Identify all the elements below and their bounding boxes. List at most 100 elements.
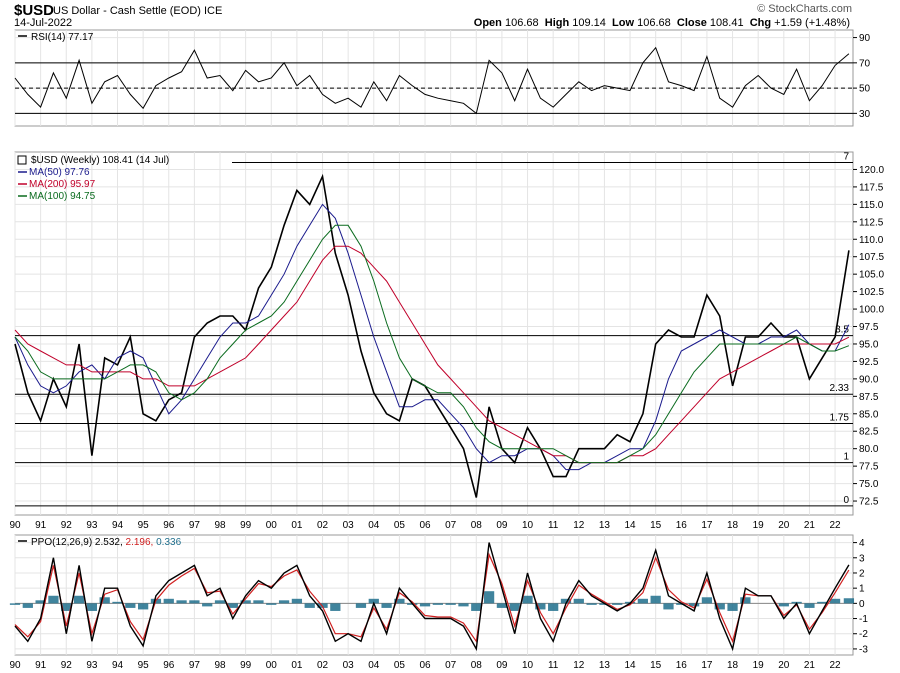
ppo-xtick-label: 94 [112,660,124,671]
price-ytick-label: 110.0 [859,235,884,246]
ppo-ytick-label: -2 [859,629,868,640]
ppo-histogram-bar [202,603,213,607]
symbol-description: US Dollar - Cash Settle (EOD) ICE [53,5,223,17]
rsi-ytick-label: 70 [859,58,871,69]
ppo-histogram-bar [61,603,72,611]
price-series-ma-50--line [14,203,850,471]
rsi-ytick-label: 50 [859,84,871,95]
ppo-histogram-bar [214,600,226,604]
ppo-histogram-bar [125,603,136,608]
close-label: Close [676,17,707,29]
quote-date: 14-Jul-2022 [14,17,73,29]
price-level-label: 3.5 [835,325,849,336]
ppo-histogram-bar [9,603,21,605]
ppo-histogram-bar [701,597,713,604]
ma-legend-ma-50-: MA(50) 97.76 [29,167,90,178]
ppo-xtick-label: 92 [61,660,73,671]
ppo-xtick-label: 21 [804,660,816,671]
ppo-xtick-label: 06 [419,660,431,671]
ppo-histogram-bar [22,603,33,608]
ppo-xtick-label: 99 [240,660,252,671]
rsi-legend: RSI(14) 77.17 [31,32,94,43]
price-ytick-label: 117.5 [859,182,884,193]
ppo-xtick-label: 97 [189,660,201,671]
ppo-ytick-label: -3 [859,644,868,655]
open-label: Open [473,17,502,29]
price-xtick-label: 20 [778,520,790,531]
ppo-ytick-label: 1 [859,584,865,595]
credit-text: © StockCharts.com [757,3,852,15]
price-xtick-label: 95 [138,520,150,531]
ppo-histogram-bar [189,600,200,604]
price-xtick-label: 07 [445,520,457,531]
ppo-histogram-bar [688,603,700,607]
rsi-panel-frame [14,29,854,127]
price-panel-frame [14,151,854,516]
price-xtick-label: 91 [35,520,47,531]
price-xtick-label: 99 [240,520,252,531]
ppo-histogram-bar [419,603,431,607]
ppo-histogram-bar [804,603,815,608]
price-ytick-label: 85.0 [859,409,879,420]
price-xtick-label: 94 [112,520,124,531]
high-value: 109.14 [572,17,606,29]
ppo-xtick-label: 12 [573,660,585,671]
ppo-xtick-label: 98 [214,660,226,671]
ppo-ytick-label: 4 [859,538,865,549]
ppo-ytick-label: 2 [859,568,865,579]
ppo-histogram-bar [163,598,174,604]
ma-legend-ma-200-: MA(200) 95.97 [29,179,96,190]
ppo-xtick-label: 01 [291,660,303,671]
ppo-ppo-line [14,542,850,652]
price-level-label: 2.33 [830,383,850,394]
ppo-histogram-bar [432,603,443,605]
price-ytick-label: 112.5 [859,217,884,228]
change-value: +1.59 (+1.48%) [774,17,850,29]
ppo-xtick-label: 20 [778,660,790,671]
price-ytick-label: 95.0 [859,339,879,350]
price-level-label: 1 [843,452,849,463]
ppo-histogram-bar [573,598,584,604]
ppo-histogram-bar [445,603,456,605]
ppo-histogram-bar [48,595,59,604]
ppo-histogram-bar [509,603,520,611]
price-xtick-label: 93 [86,520,98,531]
ppo-legend-part: 2.196, [123,537,154,548]
rsi-ytick-label: 90 [859,33,871,44]
price-ytick-label: 120.0 [859,165,884,176]
low-label: Low [612,17,635,29]
price-xtick-label: 03 [343,520,355,531]
price-xtick-label: 05 [394,520,406,531]
ppo-histogram-bar [112,601,123,604]
ppo-histogram-bar [240,600,251,604]
ppo-xtick-label: 02 [317,660,329,671]
ppo-xtick-label: 15 [650,660,662,671]
price-xtick-label: 16 [676,520,688,531]
ppo-ytick-label: 0 [859,599,865,610]
ppo-histogram-bar [483,591,495,604]
price-level-label: 7 [843,151,849,162]
price-ytick-label: 107.5 [859,252,884,263]
ppo-xtick-label: 95 [138,660,150,671]
ppo-histogram-bar [778,603,789,607]
ppo-histogram-bar [304,603,315,608]
price-xtick-label: 01 [291,520,303,531]
price-legend: $USD (Weekly) 108.41 (14 Jul) [31,155,169,166]
price-xtick-label: 00 [266,520,278,531]
ppo-histogram-bar [368,598,379,604]
price-xtick-label: 09 [496,520,508,531]
open-value: 106.68 [504,17,539,29]
ppo-legend-part: PPO(12,26,9) 2.532, [31,537,123,548]
price-xtick-label: 13 [599,520,611,531]
price-xtick-label: 97 [189,520,201,531]
ppo-xtick-label: 91 [35,660,47,671]
price-xtick-label: 98 [214,520,226,531]
price-ytick-label: 97.5 [859,322,879,333]
ppo-histogram-bar [394,598,405,604]
price-xtick-label: 14 [624,520,636,531]
price-xtick-label: 04 [368,520,380,531]
price-xtick-label: 96 [163,520,175,531]
ppo-ytick-label: 3 [859,553,865,564]
price-series-ma-200--line [14,245,850,464]
